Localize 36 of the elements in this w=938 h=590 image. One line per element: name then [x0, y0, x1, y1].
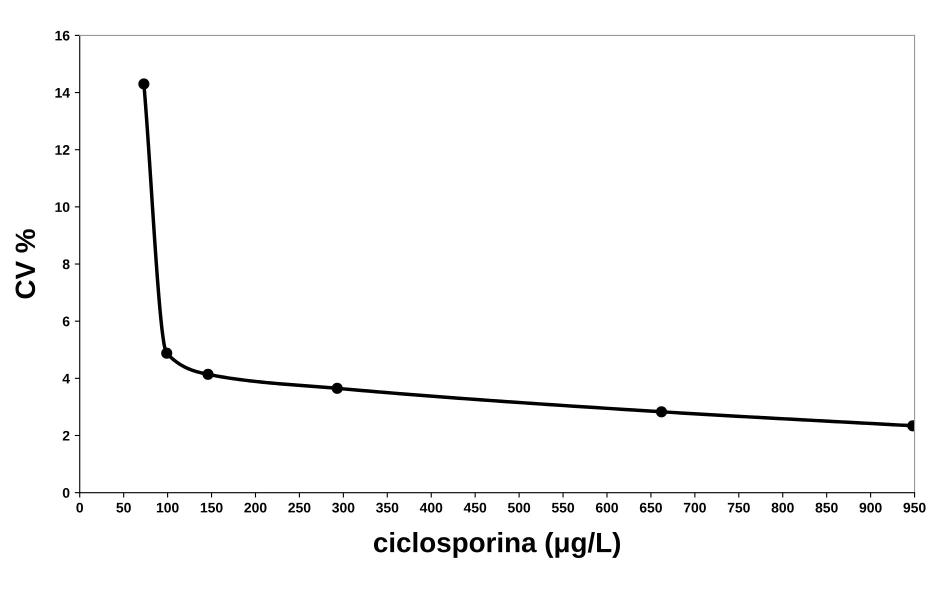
- x-tick-label: 250: [288, 502, 310, 513]
- x-tick-label: 750: [728, 502, 750, 513]
- x-tick-label: 0: [76, 502, 84, 513]
- y-tick-label: 10: [55, 202, 70, 212]
- x-tick-label: 200: [244, 502, 266, 513]
- y-tick-label: 14: [55, 88, 70, 98]
- x-tick-label: 800: [772, 502, 794, 513]
- x-tick-label: 650: [640, 502, 662, 513]
- y-tick-label: 16: [55, 30, 70, 41]
- y-tick-label: 8: [62, 259, 70, 270]
- point: [138, 78, 150, 90]
- x-tick-label: 400: [420, 502, 442, 513]
- x-axis-title: ciclosporina (μg/L): [374, 532, 620, 558]
- x-tick-label: 700: [684, 502, 706, 513]
- x-tick-label: 950: [903, 502, 926, 513]
- x-tick-label: 850: [816, 502, 838, 513]
- x-tick-label: 600: [596, 502, 618, 513]
- x-tick-label: 50: [116, 502, 131, 513]
- y-axis-title: CV %: [16, 229, 36, 298]
- y-tick-label: 4: [62, 374, 70, 384]
- x-tick-label: 300: [332, 502, 354, 513]
- x-tick-label: 500: [508, 502, 530, 513]
- point: [332, 382, 343, 394]
- y-tick-label: 6: [62, 316, 70, 326]
- x-tick-label: 100: [156, 502, 179, 513]
- point: [161, 348, 172, 359]
- x-tick-label: 900: [860, 502, 882, 513]
- point: [202, 368, 214, 380]
- y-tick-label: 2: [62, 430, 70, 441]
- x-tick-label: 450: [464, 502, 486, 513]
- point: [656, 406, 668, 418]
- x-tick-label: 150: [200, 502, 223, 513]
- y-tick-label: 12: [55, 145, 70, 155]
- x-tick-label: 350: [376, 502, 398, 513]
- y-tick-label: 0: [62, 488, 70, 498]
- x-tick-label: 550: [552, 502, 574, 513]
